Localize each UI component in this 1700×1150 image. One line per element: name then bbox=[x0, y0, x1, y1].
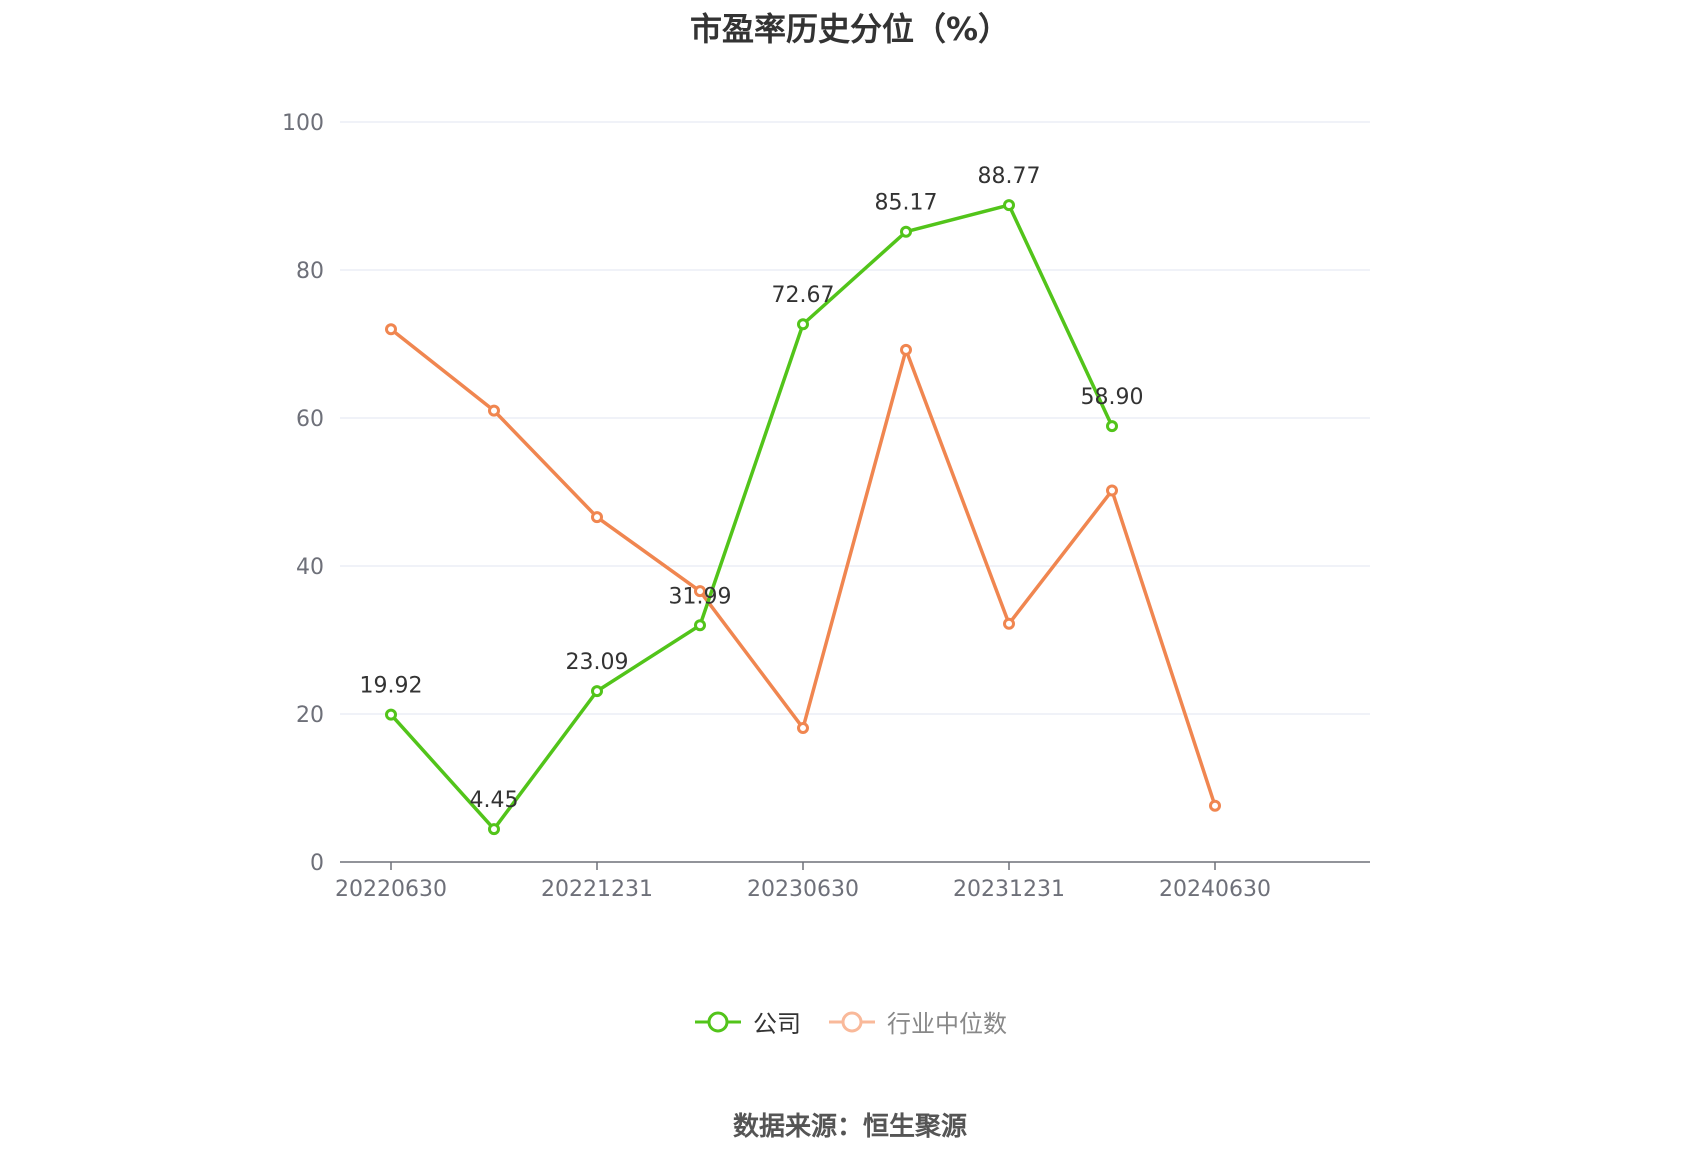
legend-label-industry: 行业中位数 bbox=[887, 1010, 1007, 1038]
series-point-company bbox=[797, 318, 809, 331]
y-tick-label: 20 bbox=[296, 703, 324, 728]
data-label: 85.17 bbox=[875, 191, 938, 216]
legend-label-company: 公司 bbox=[753, 1010, 801, 1038]
y-tick-label: 40 bbox=[296, 555, 324, 580]
series-point-industry bbox=[385, 323, 397, 336]
series-point-company bbox=[694, 619, 706, 632]
y-tick-label: 100 bbox=[282, 111, 324, 136]
series-point-company bbox=[385, 708, 397, 721]
label-layer: 19.92 4.45 23.09 31.99 72.67 85.17 88.77 58.90 bbox=[360, 164, 1144, 813]
y-tick-label: 80 bbox=[296, 259, 324, 284]
data-label: 31.99 bbox=[669, 584, 732, 609]
series-point-industry bbox=[591, 511, 603, 524]
axis-layer: 0 20 40 60 80 100 20220630 20221231 20230630 2023… bbox=[282, 111, 1370, 902]
series-point-company bbox=[900, 225, 912, 238]
legend-company-icon bbox=[695, 1011, 741, 1032]
series-point-industry bbox=[797, 722, 809, 735]
series-point-industry bbox=[900, 343, 912, 356]
legend: 公司 行业中位数 bbox=[0, 1004, 1700, 1039]
x-tick-label: 20220630 bbox=[335, 877, 447, 902]
series-point-company bbox=[1003, 199, 1015, 212]
legend-industry-icon bbox=[829, 1011, 875, 1032]
data-label: 72.67 bbox=[772, 283, 835, 308]
data-label: 58.90 bbox=[1081, 385, 1144, 410]
grid-layer bbox=[340, 121, 1370, 715]
series-point-company bbox=[488, 823, 500, 836]
series-point-industry bbox=[1106, 484, 1118, 497]
x-tick-label: 20240630 bbox=[1159, 877, 1271, 902]
series-layer bbox=[385, 199, 1221, 836]
y-tick-label: 0 bbox=[310, 851, 324, 876]
legend-item-company[interactable]: 公司 bbox=[693, 1004, 801, 1039]
series-point-industry bbox=[488, 404, 500, 417]
series-line-company bbox=[389, 203, 1114, 831]
y-tick-label: 60 bbox=[296, 407, 324, 432]
chart-title: 市盈率历史分位（%） bbox=[689, 10, 1011, 48]
series-point-company bbox=[1106, 420, 1118, 433]
legend-item-industry[interactable]: 行业中位数 bbox=[827, 1004, 1007, 1039]
series-point-industry bbox=[694, 585, 706, 598]
source-note: 数据来源：恒生聚源 bbox=[732, 1112, 967, 1142]
data-label: 88.77 bbox=[978, 164, 1041, 189]
data-label: 4.45 bbox=[470, 788, 519, 813]
series-point-industry bbox=[1003, 617, 1015, 630]
data-label: 19.92 bbox=[360, 674, 423, 699]
x-tick-label: 20221231 bbox=[541, 877, 653, 902]
x-tick-label: 20231231 bbox=[953, 877, 1065, 902]
x-tick-label: 20230630 bbox=[747, 877, 859, 902]
series-point-company bbox=[591, 685, 603, 698]
data-label: 23.09 bbox=[566, 650, 629, 675]
series-point-industry bbox=[1209, 799, 1221, 812]
